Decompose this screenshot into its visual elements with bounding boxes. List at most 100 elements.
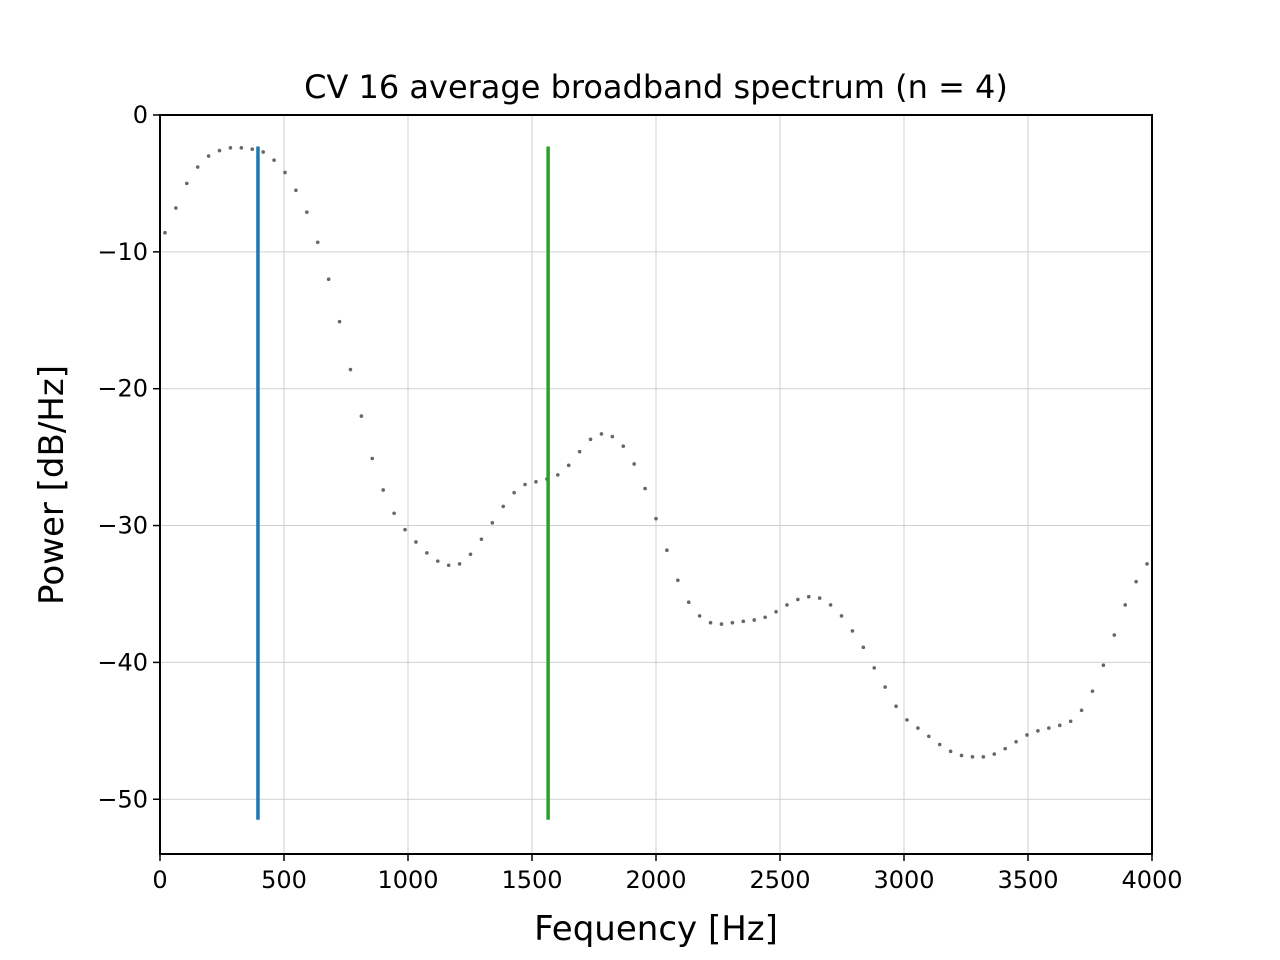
data-point [435,559,440,563]
data-point [632,462,636,466]
data-point [1068,719,1073,724]
data-point [839,614,844,618]
y-tick-label: −10 [97,238,148,266]
data-point [730,620,735,625]
data-point [414,540,418,544]
data-point [315,240,320,245]
data-point [796,597,800,602]
data-point [1134,579,1138,584]
data-point [1123,603,1128,607]
data-point [512,490,516,495]
x-tick-label: 3500 [997,866,1058,894]
data-point [883,685,887,689]
data-point [785,603,789,607]
data-point [359,414,364,418]
data-point [239,146,244,150]
data-point [927,734,931,739]
data-point [806,594,811,599]
data-point [1047,726,1051,730]
data-point [457,562,462,566]
data-point [294,188,298,193]
x-axis-label: Fequency [Hz] [534,909,778,949]
data-point [697,614,702,618]
x-tick-label: 0 [152,866,167,894]
data-point [348,367,353,372]
chart-title: CV 16 average broadband spectrum (n = 4) [304,68,1008,106]
data-point [523,482,527,487]
data-point [195,165,200,169]
data-point [763,615,767,620]
data-point [425,551,429,555]
data-point [283,170,287,175]
data-point [250,147,255,152]
data-point [479,537,484,542]
x-tick-label: 3000 [873,866,934,894]
data-point [468,552,473,557]
x-tick-label: 500 [261,866,307,894]
data-point [184,181,189,186]
data-layer [163,146,1149,820]
x-tick-label: 2000 [625,866,686,894]
data-point [905,718,909,722]
data-point [817,596,822,600]
data-point [959,753,964,758]
y-axis-label: Power [dB/Hz] [32,365,72,605]
y-tick-label: −20 [97,375,148,403]
data-point [566,463,571,468]
data-point [708,620,713,625]
data-point [981,755,986,759]
data-point [665,548,669,552]
data-point [872,666,877,670]
data-point [206,154,211,158]
grid [159,114,1153,854]
data-point [1014,739,1018,744]
data-point [261,150,265,154]
ticks: 0 500 1000 1500 2000 2500 3000 3500 4000 0 −10 −20 −… [97,101,1182,894]
data-point [894,704,898,708]
data-point [1112,633,1117,637]
data-point [686,600,691,604]
data-point [305,210,309,214]
data-point [719,622,724,626]
data-point [501,504,506,509]
x-tick-label: 1500 [501,866,562,894]
data-point [1057,723,1062,728]
x-tick-label: 4000 [1121,866,1182,894]
data-point [534,479,538,484]
data-point [588,437,593,442]
data-point [970,755,975,759]
data-point [741,619,746,624]
data-point [1079,708,1084,713]
data-point [326,277,331,282]
data-point [446,563,451,568]
data-point [555,473,560,477]
data-point [1036,729,1040,733]
data-point [272,158,276,162]
data-point [403,527,407,532]
data-point [174,206,178,210]
data-point [370,456,375,461]
data-point [774,609,778,614]
data-point [577,449,582,454]
data-point [1025,733,1029,737]
data-point [337,319,342,324]
data-point [937,742,942,747]
x-tick-label: 2500 [749,866,810,894]
data-point [676,578,680,583]
data-point [861,645,866,650]
y-tick-label: −30 [97,512,148,540]
y-tick-label: 0 [133,101,148,129]
y-tick-label: −40 [97,648,148,676]
data-point [392,511,396,516]
data-point [381,488,386,492]
data-point [654,516,658,521]
data-point [992,752,997,756]
x-tick-label: 1000 [377,866,438,894]
data-point [610,434,615,439]
data-point [916,726,920,730]
y-tick-label: −50 [97,785,148,813]
data-point [490,521,495,525]
data-point [217,148,222,153]
data-point [1003,746,1007,751]
